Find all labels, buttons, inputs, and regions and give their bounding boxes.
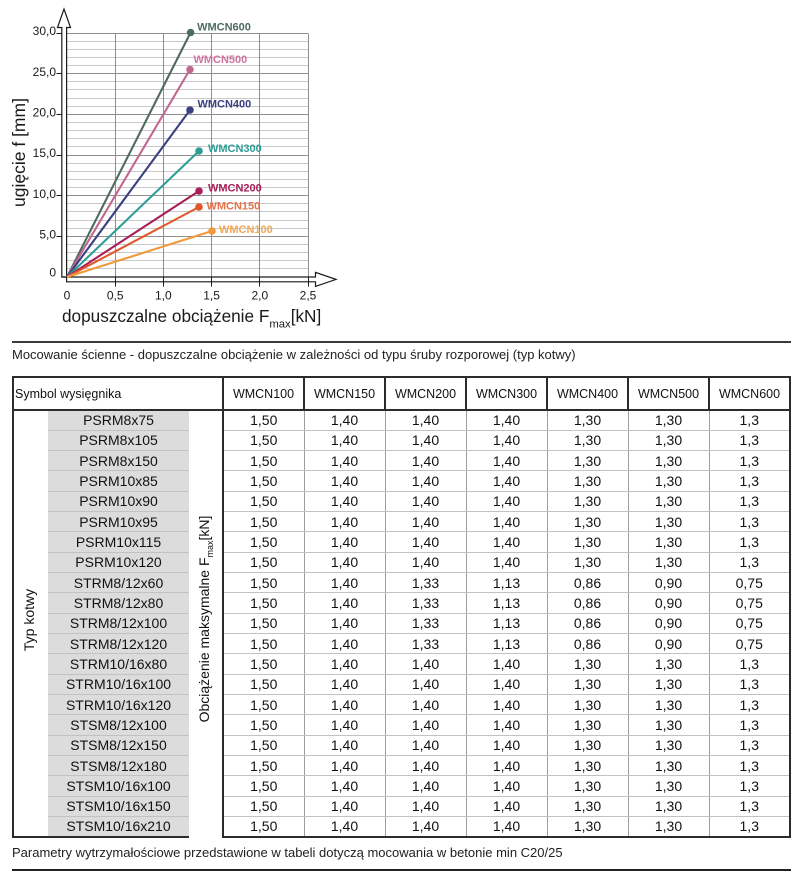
svg-text:1,0: 1,0: [155, 289, 172, 303]
svg-text:2,0: 2,0: [251, 289, 268, 303]
svg-text:25,0: 25,0: [33, 65, 57, 79]
svg-text:0,5: 0,5: [107, 289, 124, 303]
svg-text:0: 0: [64, 289, 71, 303]
svg-text:5,0: 5,0: [39, 228, 56, 242]
svg-text:30,0: 30,0: [33, 24, 57, 38]
svg-text:1,5: 1,5: [203, 289, 220, 303]
svg-text:20,0: 20,0: [33, 106, 57, 120]
svg-text:0: 0: [49, 265, 56, 279]
svg-text:ugięcie f [mm]: ugięcie f [mm]: [9, 98, 29, 207]
svg-text:15,0: 15,0: [33, 146, 57, 160]
svg-text:WMCN400: WMCN400: [198, 99, 252, 111]
svg-text:WMCN150: WMCN150: [207, 201, 261, 213]
svg-text:WMCN500: WMCN500: [194, 54, 248, 66]
svg-text:WMCN300: WMCN300: [208, 143, 262, 155]
svg-text:2,5: 2,5: [300, 289, 317, 303]
svg-text:dopuszczalne obciążenie Fmax[k: dopuszczalne obciążenie Fmax[kN]: [62, 306, 321, 331]
svg-text:10,0: 10,0: [33, 187, 57, 201]
svg-text:WMCN100: WMCN100: [219, 224, 273, 236]
svg-text:WMCN200: WMCN200: [208, 183, 262, 195]
svg-text:WMCN600: WMCN600: [197, 21, 251, 33]
